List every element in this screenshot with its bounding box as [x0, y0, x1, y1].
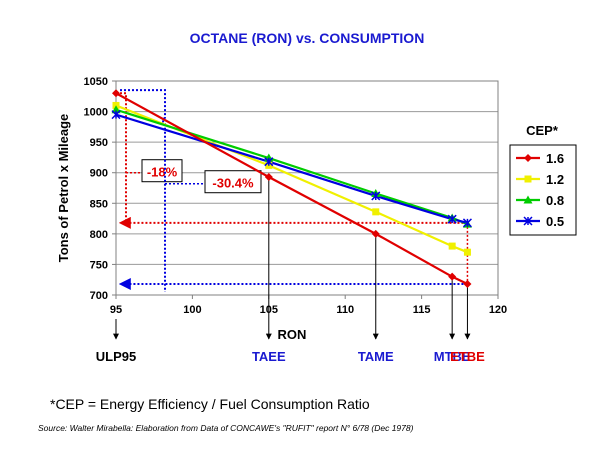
legend-label-0.8: 0.8	[546, 193, 564, 208]
data-point	[448, 272, 457, 281]
data-point	[463, 279, 472, 288]
component-label: ULP95	[96, 349, 136, 364]
component-label: TAME	[358, 349, 394, 364]
data-point	[524, 175, 532, 183]
series-line-1.6	[115, 92, 468, 285]
data-point	[462, 218, 472, 228]
x-tick-label: 120	[489, 304, 507, 316]
footnote: *CEP = Energy Efficiency / Fuel Consumpt…	[50, 396, 370, 412]
bracket-30	[120, 89, 166, 292]
data-point	[448, 242, 456, 250]
x-tick-label: 110	[336, 304, 354, 316]
x-axis-label: RON	[278, 327, 307, 342]
y-tick-label: 700	[90, 290, 108, 302]
data-point	[111, 105, 121, 114]
y-tick-label: 1000	[84, 107, 108, 119]
legend-title: CEP*	[526, 123, 559, 138]
legend-label-1.2: 1.2	[546, 172, 564, 187]
data-point	[112, 89, 120, 98]
box-30	[204, 170, 262, 194]
label-18: -18%	[147, 165, 178, 180]
bracket-18	[120, 92, 127, 223]
label-30: -30.4%	[212, 176, 254, 191]
component-label: TAEE	[252, 349, 286, 364]
box-18	[141, 159, 183, 183]
x-tick-label: 115	[413, 304, 431, 316]
legend-label-1.6: 1.6	[546, 151, 564, 166]
source-note: Source: Walter Mirabella: Elaboration fr…	[38, 423, 414, 433]
chart-title: OCTANE (RON) vs. CONSUMPTION	[189, 30, 425, 46]
y-axis-label: Tons of Petrol x Mileage	[56, 114, 71, 263]
legend: CEP* 1.6 1.2 0.8 0.5	[509, 123, 577, 236]
data-point	[524, 154, 532, 162]
data-point	[264, 172, 273, 181]
component-label: ETBE	[450, 349, 485, 364]
y-tick-label: 750	[90, 259, 108, 271]
data-point	[523, 195, 533, 204]
data-point	[264, 157, 274, 167]
data-point	[372, 208, 380, 216]
y-tick-label: 800	[90, 229, 108, 241]
y-tick-label: 900	[90, 168, 108, 180]
legend-label-0.5: 0.5	[546, 214, 564, 229]
data-point	[371, 229, 380, 238]
data-point	[371, 191, 381, 201]
x-tick-label: 100	[183, 304, 201, 316]
data-point	[447, 214, 457, 224]
plot-frame	[115, 80, 499, 296]
component-lines	[113, 176, 471, 340]
data-point	[463, 248, 471, 256]
data-point	[111, 110, 121, 120]
y-tick-label: 950	[90, 137, 108, 149]
data-point	[523, 216, 533, 226]
y-tick-label: 1050	[84, 76, 108, 88]
grid	[116, 80, 498, 296]
annotations: -18% -30.4%	[118, 89, 469, 292]
series-lines	[115, 92, 468, 285]
component-label: MTBE	[434, 349, 471, 364]
x-tick-label: 95	[110, 304, 122, 316]
series-markers	[111, 89, 472, 288]
y-tick-label: 850	[90, 198, 108, 210]
